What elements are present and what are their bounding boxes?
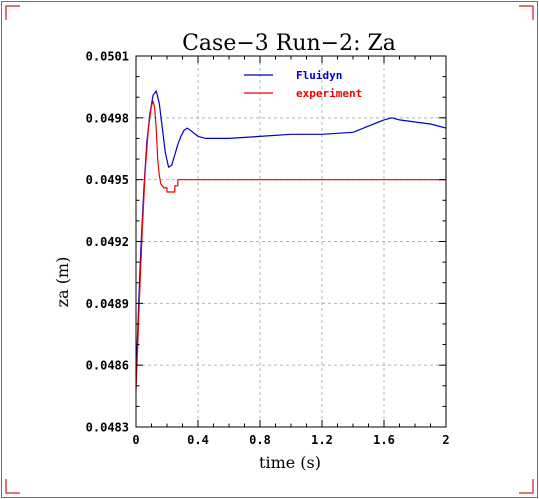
y-tick-label: 0.0489 <box>86 297 129 311</box>
y-tick-label: 0.0492 <box>86 235 129 249</box>
x-axis-label: time (s) <box>259 453 321 472</box>
x-tick-labels: 0 0.4 0.8 1.2 1.6 2 <box>132 433 449 447</box>
axis-ticks <box>135 55 447 428</box>
chart-title: Case−3 Run−2: Za <box>182 31 396 56</box>
y-tick-label: 0.0486 <box>86 359 129 373</box>
y-axis-label: za (m) <box>53 257 72 308</box>
y-tick-label: 0.0501 <box>86 50 129 64</box>
series-lines <box>135 90 447 390</box>
x-tick-label: 1.2 <box>311 433 333 447</box>
x-tick-label: 2 <box>442 433 449 447</box>
legend-label-experiment: experiment <box>296 87 362 100</box>
legend-label-fluidyn: Fluidyn <box>296 69 342 82</box>
corner-marks <box>5 5 534 494</box>
x-tick-label: 0.4 <box>187 433 209 447</box>
legend: Fluidyn experiment <box>244 69 362 100</box>
x-tick-label: 0.8 <box>249 433 271 447</box>
y-tick-label: 0.0495 <box>86 173 129 187</box>
x-tick-label: 0 <box>132 433 139 447</box>
series-line-experiment <box>135 100 446 390</box>
plot-area-frame <box>135 55 447 428</box>
y-tick-label: 0.0498 <box>86 111 129 125</box>
y-tick-labels: 0.0483 0.0486 0.0489 0.0492 0.0495 0.0498 0.05… <box>86 50 129 435</box>
x-tick-label: 1.6 <box>373 433 395 447</box>
series-line-fluidyn <box>135 90 447 376</box>
grid <box>136 56 446 427</box>
y-tick-label: 0.0483 <box>86 421 129 435</box>
